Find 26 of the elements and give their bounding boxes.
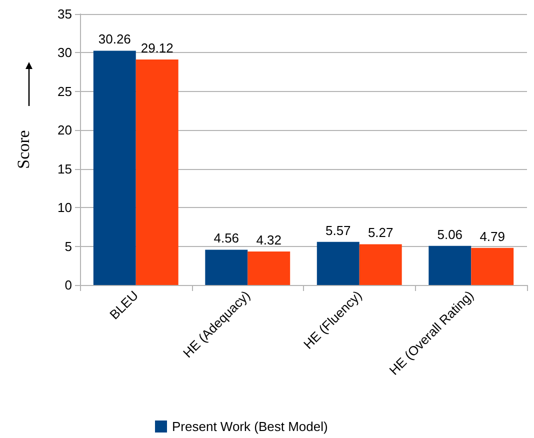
data-label: 29.12: [140, 40, 174, 56]
y-tick-label: 35: [58, 6, 72, 22]
bar: [248, 252, 290, 285]
y-tick-label: 15: [58, 161, 72, 176]
y-tick-label: 5: [64, 238, 72, 254]
y-tick-label: 10: [58, 200, 72, 216]
data-label: 4.56: [214, 230, 240, 246]
data-label: 4.79: [480, 228, 506, 244]
data-label: 30.26: [98, 32, 131, 47]
y-tick-label: 0: [64, 278, 72, 292]
y-tick-label: 25: [58, 84, 72, 99]
bar: [316, 242, 360, 285]
data-label: 4.32: [256, 232, 282, 248]
bar: [93, 50, 136, 285]
bar: [471, 248, 514, 285]
y-axis-title: Score: [14, 130, 33, 169]
y-tick-label: 20: [58, 122, 72, 138]
y-tick-label: 30: [58, 45, 72, 60]
bar: [428, 246, 472, 285]
data-label: 5.27: [368, 225, 394, 240]
data-label: 5.57: [325, 222, 351, 238]
legend-label: Present Work (Best Model): [172, 419, 328, 434]
bar: [136, 60, 178, 285]
data-label: 5.06: [437, 226, 463, 242]
bar: [205, 250, 248, 285]
bar: [359, 244, 402, 285]
